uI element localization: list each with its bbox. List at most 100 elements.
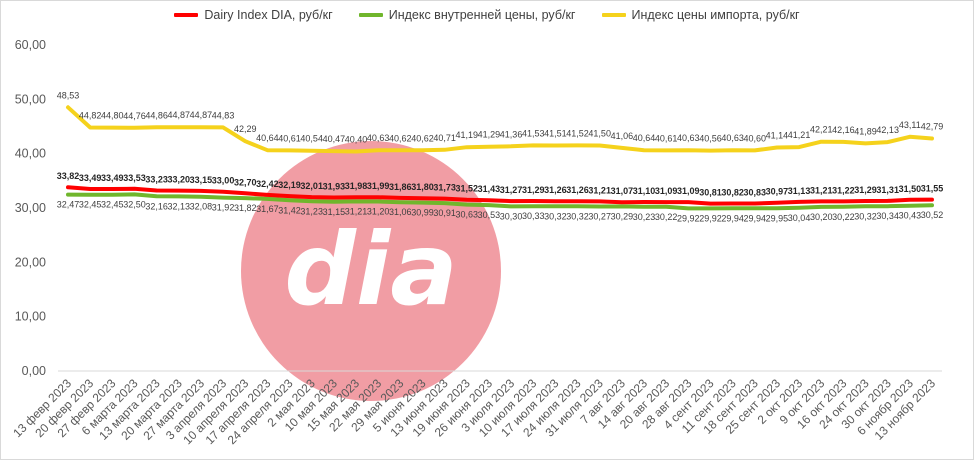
dairy-data-label: 31,26 <box>566 185 589 195</box>
domestic-data-label: 30,99 <box>411 208 434 218</box>
domestic-data-label: 31,15 <box>323 207 346 217</box>
chart-legend: Dairy Index DIA, руб/кг Индекс внутренне… <box>0 8 974 22</box>
dairy-data-label: 31,29 <box>522 185 545 195</box>
import-data-label: 41,06 <box>611 131 634 141</box>
domestic-data-label: 29,94 <box>721 213 744 223</box>
dairy-data-label: 31,73 <box>433 183 456 193</box>
import-data-label: 44,80 <box>101 111 124 121</box>
domestic-data-label: 30,30 <box>500 211 523 221</box>
dairy-data-label: 31,86 <box>389 182 412 192</box>
import-data-label: 42,29 <box>234 124 257 134</box>
dairy-data-label: 31,93 <box>323 182 346 192</box>
import-data-label: 44,87 <box>190 110 213 120</box>
series-line-0 <box>66 185 934 206</box>
dairy-data-label: 32,01 <box>300 181 323 191</box>
import-data-label: 40,61 <box>655 133 678 143</box>
dairy-data-label: 31,10 <box>633 186 656 196</box>
dairy-data-label: 31,21 <box>588 185 611 195</box>
dairy-data-label: 31,98 <box>345 181 368 191</box>
dairy-data-label: 33,53 <box>123 173 146 183</box>
domestic-data-label: 30,33 <box>522 211 545 221</box>
watermark-text: dia <box>284 211 457 328</box>
y-tick-label: 10,00 <box>15 310 46 324</box>
import-data-label: 42,13 <box>876 125 899 135</box>
legend-item-import: Индекс цены импорта, руб/кг <box>601 8 800 22</box>
data-labels: 33,82 33,49 33,49 33,53 33,23 33,20 33,15 33,00… <box>57 90 944 223</box>
dairy-data-label: 31,09 <box>655 186 678 196</box>
dairy-data-label: 31,21 <box>810 185 833 195</box>
domestic-data-label: 32,47 <box>57 200 80 210</box>
import-data-label: 44,76 <box>123 111 146 121</box>
import-data-label: 43,11 <box>899 120 921 130</box>
import-data-label: 40,63 <box>367 133 390 143</box>
domestic-data-label: 30,04 <box>788 213 811 223</box>
dairy-data-label: 30,83 <box>744 187 767 197</box>
watermark-circle <box>241 141 501 401</box>
import-data-label: 48,53 <box>57 90 80 100</box>
domestic-data-label: 32,13 <box>168 201 191 211</box>
import-data-label: 44,82 <box>79 110 102 120</box>
dairy-data-label: 33,00 <box>212 176 235 186</box>
y-tick-label: 60,00 <box>15 38 46 52</box>
domestic-data-label: 32,08 <box>190 202 213 212</box>
import-data-label: 40,63 <box>721 133 744 143</box>
domestic-data-label: 31,82 <box>234 203 257 213</box>
dairy-data-label: 31,29 <box>854 185 877 195</box>
domestic-data-label: 29,95 <box>766 213 789 223</box>
dairy-data-label: 31,13 <box>788 186 811 196</box>
domestic-data-label: 32,16 <box>145 201 168 211</box>
dairy-data-label: 31,52 <box>456 184 479 194</box>
dairy-data-label: 30,82 <box>721 188 744 198</box>
import-data-label: 40,61 <box>278 133 301 143</box>
import-data-label: 41,53 <box>522 128 545 138</box>
import-data-label: 44,83 <box>212 110 235 120</box>
domestic-data-label: 29,94 <box>744 213 767 223</box>
domestic-data-label: 32,45 <box>79 200 102 210</box>
legend-label-dairy: Dairy Index DIA, руб/кг <box>204 8 333 22</box>
domestic-data-label: 30,43 <box>899 211 922 221</box>
import-data-label: 40,60 <box>744 133 767 143</box>
domestic-data-label: 30,23 <box>633 212 656 222</box>
series-line-1 <box>66 192 934 211</box>
dairy-data-label: 31,27 <box>500 185 523 195</box>
dairy-data-label: 33,82 <box>57 171 80 181</box>
import-data-label: 41,36 <box>500 129 523 139</box>
import-data-label: 41,51 <box>544 128 567 138</box>
dia-watermark: dia <box>241 141 501 401</box>
dairy-data-label: 33,15 <box>190 175 213 185</box>
import-data-label: 41,50 <box>588 129 611 139</box>
series-lines <box>66 105 934 211</box>
domestic-data-label: 31,23 <box>300 206 323 216</box>
domestic-data-label: 31,92 <box>212 203 235 213</box>
dairy-data-label: 31,22 <box>832 185 855 195</box>
domestic-data-label: 31,06 <box>389 207 412 217</box>
domestic-data-label: 32,45 <box>101 200 124 210</box>
y-tick-label: 30,00 <box>15 201 46 215</box>
domestic-data-label: 30,22 <box>832 212 855 222</box>
domestic-data-label: 30,27 <box>588 212 611 222</box>
import-data-label: 42,16 <box>832 125 855 135</box>
import-data-label: 41,21 <box>788 130 811 140</box>
dairy-data-label: 32,70 <box>234 177 257 187</box>
import-data-label: 41,29 <box>478 130 501 140</box>
dairy-data-label: 33,49 <box>79 173 102 183</box>
y-tick-label: 0,00 <box>22 364 46 378</box>
domestic-data-label: 29,92 <box>699 213 722 223</box>
legend-item-dairy: Dairy Index DIA, руб/кг <box>174 8 333 22</box>
domestic-data-label: 31,42 <box>278 205 301 215</box>
domestic-data-label: 32,50 <box>123 199 146 209</box>
dairy-data-label: 32,19 <box>278 180 301 190</box>
domestic-data-label: 31,20 <box>367 206 390 216</box>
dairy-data-label: 31,43 <box>478 184 501 194</box>
import-data-label: 40,40 <box>345 134 368 144</box>
legend-swatch-domestic <box>358 13 383 17</box>
series-line-2 <box>66 105 934 154</box>
dairy-data-label: 30,81 <box>699 188 722 198</box>
dairy-data-label: 33,49 <box>101 173 124 183</box>
domestic-data-label: 30,34 <box>876 211 899 221</box>
domestic-data-label: 30,63 <box>456 210 479 220</box>
legend-item-domestic: Индекс внутренней цены, руб/кг <box>358 8 576 22</box>
y-tick-label: 50,00 <box>15 92 46 106</box>
